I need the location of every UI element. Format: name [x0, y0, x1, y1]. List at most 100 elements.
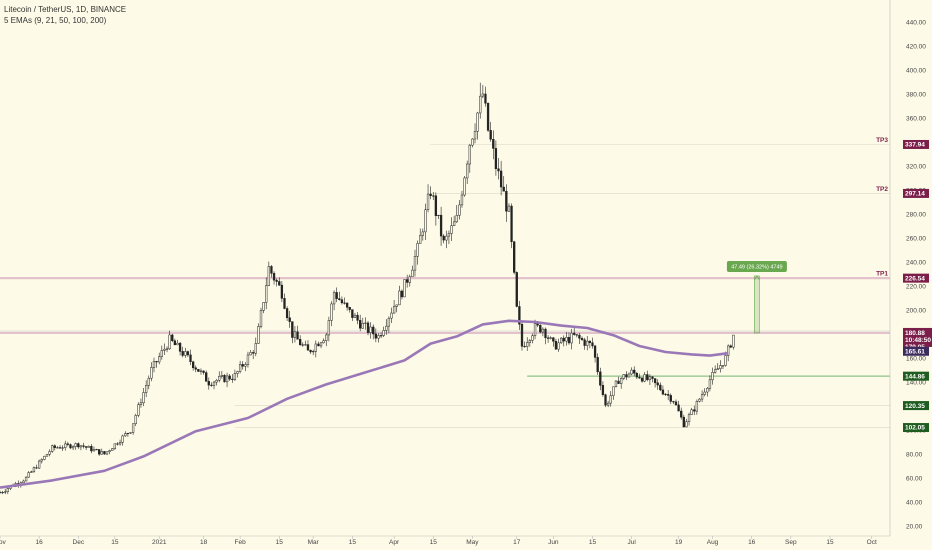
candle-down [77, 443, 80, 448]
candle-down [335, 292, 338, 299]
y-tick-label: 80.00 [906, 451, 923, 458]
candle-down [442, 235, 445, 241]
level-price-tag: 297.14 [905, 191, 925, 198]
level-name: TP3 [876, 137, 888, 144]
candle-up [38, 460, 41, 469]
candle-up [4, 491, 7, 493]
x-tick-label: 15 [430, 539, 438, 546]
candle-up [627, 373, 631, 378]
candle-up [100, 451, 103, 455]
candle-down [270, 266, 273, 274]
candle-up [426, 193, 430, 210]
candle-down [486, 102, 490, 131]
level-price-tag-bg [903, 188, 929, 198]
indicator-label[interactable]: 5 EMAs (9, 21, 50, 100, 200) [4, 16, 107, 25]
y-tick-label: 260.00 [906, 235, 926, 242]
candle-up [716, 368, 719, 370]
candle-up [40, 459, 43, 462]
candle-up [481, 93, 485, 97]
candle-up [79, 445, 83, 448]
candle-up [265, 285, 268, 303]
y-tick-label: 40.00 [906, 499, 923, 506]
candle-down [171, 334, 174, 342]
candle-up [455, 215, 458, 223]
candle-up [703, 391, 706, 395]
candle-up [246, 354, 250, 365]
candle-up [711, 372, 714, 381]
candle-up [51, 445, 54, 452]
candle-down [672, 401, 675, 403]
candle-up [212, 381, 216, 386]
candle-up [609, 395, 612, 404]
candle-up [361, 322, 364, 329]
candle-down [578, 334, 581, 339]
candle-down [523, 346, 526, 348]
y-tick-label: 160.00 [906, 355, 926, 362]
candle-up [695, 401, 699, 412]
candle-down [197, 368, 200, 372]
candle-up [126, 432, 130, 435]
y-tick-label: 240.00 [906, 259, 926, 266]
candle-down [588, 340, 592, 343]
candle-up [721, 365, 725, 367]
candle-up [549, 337, 552, 339]
candle-down [596, 357, 599, 373]
candle-up [732, 334, 735, 348]
candle-down [635, 372, 638, 378]
candle-up [533, 323, 537, 336]
candle-up [450, 225, 453, 234]
candle-down [640, 377, 644, 382]
candle-down [58, 447, 62, 449]
candle-up [30, 471, 33, 473]
support-price-tag-bg [903, 423, 929, 433]
candle-down [502, 186, 505, 192]
candle-down [372, 326, 375, 335]
candle-down [309, 349, 312, 353]
candle-down [667, 394, 670, 396]
candle-down [497, 168, 500, 172]
candle-down [693, 409, 696, 412]
candle-up [476, 112, 479, 132]
y-tick-label: 400.00 [906, 67, 926, 74]
candle-down [285, 308, 289, 319]
candle-down [599, 371, 602, 386]
level-price-tag: 337.94 [905, 142, 925, 149]
candle-down [434, 195, 438, 217]
candle-up [199, 370, 203, 372]
candle-up [145, 385, 148, 393]
candle-up [142, 392, 145, 404]
candle-up [74, 443, 77, 447]
candle-down [492, 139, 495, 149]
candle-up [560, 337, 563, 344]
candle-down [682, 416, 685, 428]
candle-down [539, 324, 542, 333]
candle-up [424, 209, 427, 233]
ema-line [0, 319, 729, 489]
candle-up [614, 380, 618, 388]
candle-up [61, 447, 64, 449]
symbol-title[interactable]: Litecoin / TetherUS, 1D, BINANCE [4, 5, 127, 14]
candle-down [53, 445, 56, 448]
y-tick-label: 220.00 [906, 283, 926, 290]
candle-down [505, 190, 508, 212]
candle-down [338, 298, 341, 300]
candle-up [233, 373, 237, 380]
candle-up [612, 386, 615, 396]
candle-down [223, 375, 226, 383]
candle-down [359, 320, 362, 329]
x-tick-label: 19 [675, 539, 683, 546]
candle-down [155, 361, 158, 363]
candle-up [92, 449, 96, 452]
candle-down [591, 342, 594, 347]
y-tick-label: 360.00 [906, 115, 926, 122]
candle-down [656, 382, 659, 386]
candle-up [293, 331, 297, 338]
candle-down [580, 338, 584, 341]
candle-down [513, 241, 516, 273]
support-price-tag-bg [903, 401, 929, 411]
x-tick-label: 16 [748, 539, 756, 546]
candle-up [698, 398, 701, 402]
y-tick-label: 280.00 [906, 211, 926, 218]
